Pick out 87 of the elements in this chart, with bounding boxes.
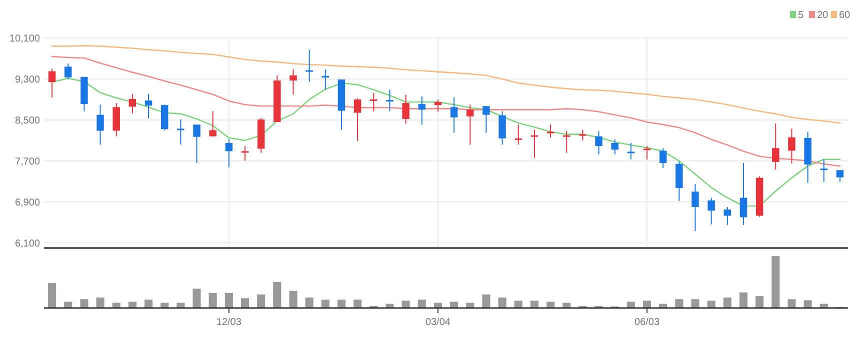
candlestick bbox=[772, 123, 780, 170]
x-tick-label: 12/03 bbox=[216, 317, 242, 328]
candlestick bbox=[836, 170, 844, 182]
y-tick-label: 10,100 bbox=[9, 34, 40, 44]
bar bbox=[418, 300, 426, 308]
bar bbox=[772, 256, 780, 308]
candlestick bbox=[241, 146, 249, 162]
bar bbox=[80, 299, 88, 308]
bar bbox=[482, 294, 490, 308]
y-tick-label: 7,700 bbox=[14, 156, 40, 168]
candlestick bbox=[386, 89, 394, 112]
candlestick bbox=[579, 129, 586, 141]
candlestick bbox=[64, 63, 72, 80]
candlestick bbox=[708, 197, 715, 225]
bar bbox=[691, 299, 700, 308]
candlestick bbox=[144, 93, 152, 119]
bar bbox=[192, 288, 201, 308]
x-tick-label: 06/03 bbox=[634, 317, 660, 328]
bar bbox=[354, 300, 362, 308]
y-tick-label: 9,300 bbox=[14, 74, 40, 86]
candlestick bbox=[434, 98, 442, 112]
candlestick bbox=[418, 96, 426, 126]
candlestick bbox=[643, 146, 651, 160]
y-tick-label: 8,500 bbox=[14, 115, 40, 126]
y-tick-label: 6,900 bbox=[14, 197, 40, 208]
candlestick bbox=[611, 138, 618, 155]
candlestick bbox=[724, 206, 732, 226]
candlestick bbox=[322, 68, 330, 90]
candlestick bbox=[788, 128, 796, 164]
candlestick bbox=[225, 138, 233, 168]
candlestick bbox=[659, 148, 667, 169]
bar bbox=[305, 298, 314, 308]
bar bbox=[208, 292, 217, 308]
candlestick bbox=[498, 110, 506, 146]
candlestick bbox=[290, 68, 297, 96]
candlestick bbox=[546, 124, 554, 138]
candlestick bbox=[370, 92, 378, 112]
candlestick bbox=[450, 96, 458, 134]
bar bbox=[48, 283, 56, 308]
candlestick bbox=[48, 68, 56, 98]
bar bbox=[756, 296, 764, 308]
bar bbox=[723, 298, 732, 308]
bar bbox=[402, 300, 410, 308]
bar bbox=[321, 300, 330, 308]
candlestick bbox=[402, 94, 410, 124]
bar bbox=[257, 294, 266, 308]
candlestick bbox=[740, 162, 748, 226]
candlestick bbox=[595, 130, 602, 155]
bar bbox=[514, 300, 522, 308]
line-series bbox=[51, 45, 841, 124]
candlestick bbox=[466, 104, 474, 146]
bar bbox=[788, 299, 796, 308]
bar bbox=[273, 282, 282, 308]
candlestick bbox=[209, 110, 216, 137]
legend-label: 5 bbox=[798, 10, 804, 21]
bar bbox=[498, 298, 506, 308]
bar bbox=[675, 299, 684, 308]
bar bbox=[96, 298, 104, 308]
bar bbox=[530, 300, 538, 308]
candlestick bbox=[514, 124, 522, 146]
bar bbox=[642, 300, 652, 308]
candlestick bbox=[627, 142, 635, 160]
candlestick bbox=[177, 118, 184, 146]
candlestick bbox=[562, 130, 570, 154]
bar bbox=[739, 292, 748, 308]
bar bbox=[289, 290, 298, 308]
candlestick bbox=[530, 129, 538, 158]
candlestick bbox=[128, 93, 136, 114]
candlestick bbox=[306, 49, 313, 83]
candlestick bbox=[692, 183, 699, 232]
x-tick-label: 03/04 bbox=[425, 317, 451, 328]
candlestick bbox=[112, 102, 120, 137]
legend-label: 60 bbox=[839, 10, 851, 21]
line-series bbox=[51, 56, 841, 167]
candlestick bbox=[482, 106, 490, 134]
candlestick bbox=[96, 104, 104, 146]
candlestick bbox=[193, 124, 200, 164]
bar bbox=[144, 300, 153, 308]
legend-label: 20 bbox=[817, 10, 829, 21]
y-tick-label: 6,100 bbox=[14, 238, 40, 250]
bar bbox=[804, 300, 812, 308]
candlestick bbox=[354, 98, 362, 142]
bar bbox=[337, 300, 346, 308]
bar bbox=[240, 298, 250, 308]
candlestick bbox=[820, 158, 828, 182]
bar bbox=[707, 300, 716, 308]
bar bbox=[224, 292, 233, 308]
